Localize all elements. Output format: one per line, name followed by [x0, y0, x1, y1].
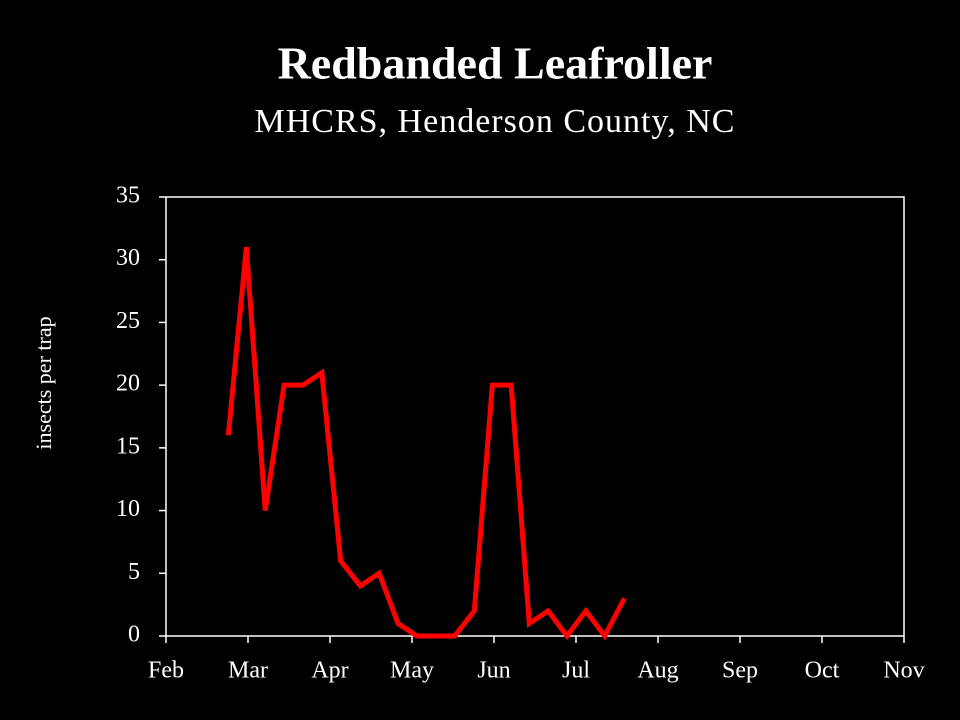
y-tick-label: 25	[116, 308, 140, 334]
y-tick-label: 35	[116, 183, 140, 209]
chart-title: Redbanded Leafroller	[278, 38, 713, 89]
y-tick-label: 20	[116, 371, 140, 397]
x-tick-label: Jul	[562, 658, 590, 684]
y-tick-label: 5	[128, 559, 140, 585]
y-tick-label: 10	[116, 496, 140, 522]
x-tick-label: Feb	[148, 658, 184, 684]
chart-subtitle: MHCRS, Henderson County, NC	[255, 103, 736, 140]
x-tick-label: Apr	[311, 658, 348, 684]
y-tick-label: 0	[128, 622, 140, 648]
data-line	[225, 246, 627, 641]
y-tick-label: 30	[116, 245, 140, 271]
x-tick-label: Sep	[722, 658, 758, 684]
x-tick-label: May	[390, 658, 434, 684]
x-tick-label: Oct	[805, 658, 840, 684]
x-tick-label: Nov	[883, 658, 924, 684]
y-tick-label: 15	[116, 433, 140, 459]
x-tick-label: Mar	[228, 658, 268, 684]
x-tick-label: Jun	[477, 658, 510, 684]
y-axis-label: insects per trap	[31, 316, 56, 449]
plot-frame	[165, 196, 905, 637]
x-tick-label: Aug	[637, 658, 678, 684]
